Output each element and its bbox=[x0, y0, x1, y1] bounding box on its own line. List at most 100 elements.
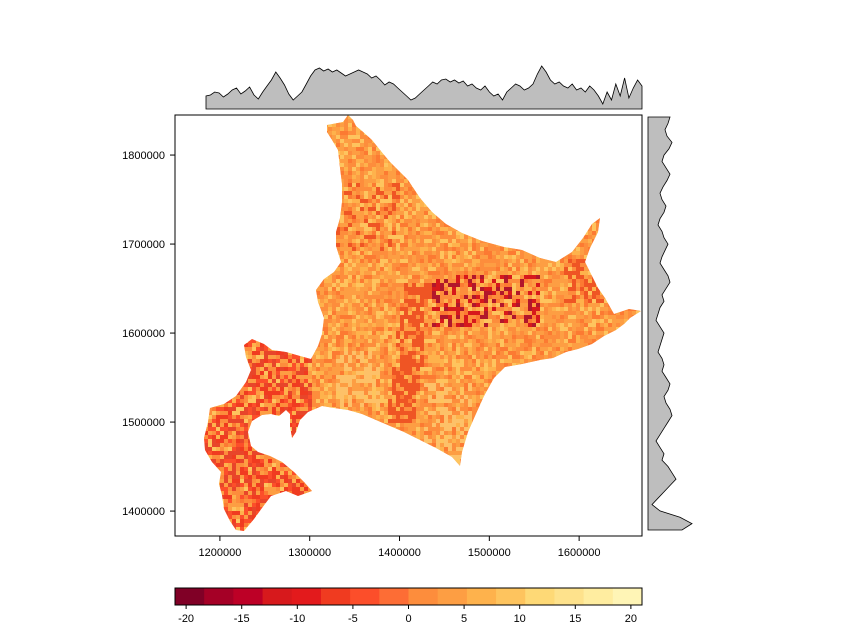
raster-cell bbox=[540, 279, 544, 283]
raster-cell bbox=[404, 263, 408, 267]
raster-cell bbox=[580, 239, 584, 243]
raster-cell bbox=[396, 243, 400, 247]
raster-cell bbox=[392, 255, 396, 259]
raster-cell bbox=[516, 255, 520, 259]
raster-cell bbox=[524, 267, 528, 271]
raster-cell bbox=[368, 171, 372, 175]
raster-cell bbox=[400, 247, 404, 251]
raster-cell bbox=[644, 231, 648, 235]
raster-cell bbox=[364, 203, 368, 207]
raster-cell bbox=[576, 279, 580, 283]
raster-cell bbox=[536, 263, 540, 267]
raster-cell bbox=[404, 203, 408, 207]
raster-cell bbox=[380, 215, 384, 219]
raster-cell bbox=[372, 207, 376, 211]
raster-cell bbox=[508, 275, 512, 279]
raster-cell bbox=[480, 279, 484, 283]
raster-cell bbox=[404, 215, 408, 219]
raster-cell bbox=[364, 211, 368, 215]
raster-cell bbox=[388, 263, 392, 267]
raster-cell bbox=[364, 163, 368, 167]
raster-cell bbox=[480, 263, 484, 267]
raster-cell bbox=[568, 287, 572, 291]
raster-cell bbox=[440, 291, 444, 295]
raster-cell bbox=[340, 195, 344, 199]
raster-cell bbox=[576, 275, 580, 279]
raster-cell bbox=[388, 179, 392, 183]
raster-cell bbox=[448, 235, 452, 239]
raster-cell bbox=[484, 287, 488, 291]
raster-cell bbox=[384, 231, 388, 235]
raster-cell bbox=[368, 147, 372, 151]
raster-cell bbox=[336, 243, 340, 247]
raster-cell bbox=[360, 175, 364, 179]
raster-cell bbox=[552, 283, 556, 287]
top-marginal-profile bbox=[205, 65, 643, 110]
raster-cell bbox=[448, 255, 452, 259]
raster-cell bbox=[364, 235, 368, 239]
raster-cell bbox=[380, 255, 384, 259]
raster-cell bbox=[532, 287, 536, 291]
raster-cell bbox=[372, 211, 376, 215]
raster-cell bbox=[360, 259, 364, 263]
raster-cell bbox=[396, 271, 400, 275]
raster-cell bbox=[360, 167, 364, 171]
raster-cell bbox=[412, 287, 416, 291]
raster-cell bbox=[408, 195, 412, 199]
raster-cell bbox=[364, 231, 368, 235]
raster-cell bbox=[380, 151, 384, 155]
raster-cell bbox=[356, 223, 360, 227]
raster-cell bbox=[352, 279, 356, 283]
raster-cell bbox=[344, 291, 348, 295]
raster-cell bbox=[440, 239, 444, 243]
raster-cell bbox=[368, 275, 372, 279]
raster-cell bbox=[400, 291, 404, 295]
raster-cell bbox=[568, 255, 572, 259]
raster-cell bbox=[424, 279, 428, 283]
raster-cell bbox=[340, 127, 344, 131]
raster-cell bbox=[564, 259, 568, 263]
raster-cell bbox=[364, 167, 368, 171]
raster-cell bbox=[360, 203, 364, 207]
raster-cell bbox=[476, 251, 480, 255]
raster-cell bbox=[364, 227, 368, 231]
raster-cell bbox=[356, 251, 360, 255]
raster-cell bbox=[416, 247, 420, 251]
raster-cell bbox=[376, 167, 380, 171]
raster-cell bbox=[360, 179, 364, 183]
raster-cell bbox=[352, 203, 356, 207]
raster-cell bbox=[428, 239, 432, 243]
raster-cell bbox=[404, 231, 408, 235]
raster-cell bbox=[644, 243, 648, 247]
raster-cell bbox=[576, 271, 580, 275]
raster-cell bbox=[408, 267, 412, 271]
raster-cell bbox=[416, 263, 420, 267]
raster-cell bbox=[428, 251, 432, 255]
raster-cell bbox=[540, 267, 544, 271]
raster-cell bbox=[456, 271, 460, 275]
raster-cell bbox=[556, 275, 560, 279]
raster-cell bbox=[360, 163, 364, 167]
raster-cell bbox=[644, 219, 648, 223]
raster-cell bbox=[448, 251, 452, 255]
raster-cell bbox=[344, 155, 348, 159]
raster-cell bbox=[484, 259, 488, 263]
raster-cell bbox=[412, 239, 416, 243]
raster-cell bbox=[364, 195, 368, 199]
raster-cell bbox=[340, 143, 344, 147]
raster-cell bbox=[452, 227, 456, 231]
raster-cell bbox=[436, 227, 440, 231]
raster-cell bbox=[328, 123, 332, 127]
raster-cell bbox=[420, 279, 424, 283]
raster-cell bbox=[376, 227, 380, 231]
raster-cell bbox=[440, 283, 444, 287]
raster-cell bbox=[428, 219, 432, 223]
raster-cell bbox=[644, 171, 648, 175]
raster-cell bbox=[384, 195, 388, 199]
raster-cell bbox=[588, 243, 592, 247]
raster-cell bbox=[564, 279, 568, 283]
raster-cell bbox=[368, 211, 372, 215]
raster-cell bbox=[456, 279, 460, 283]
raster-cell bbox=[460, 235, 464, 239]
raster-cell bbox=[400, 251, 404, 255]
